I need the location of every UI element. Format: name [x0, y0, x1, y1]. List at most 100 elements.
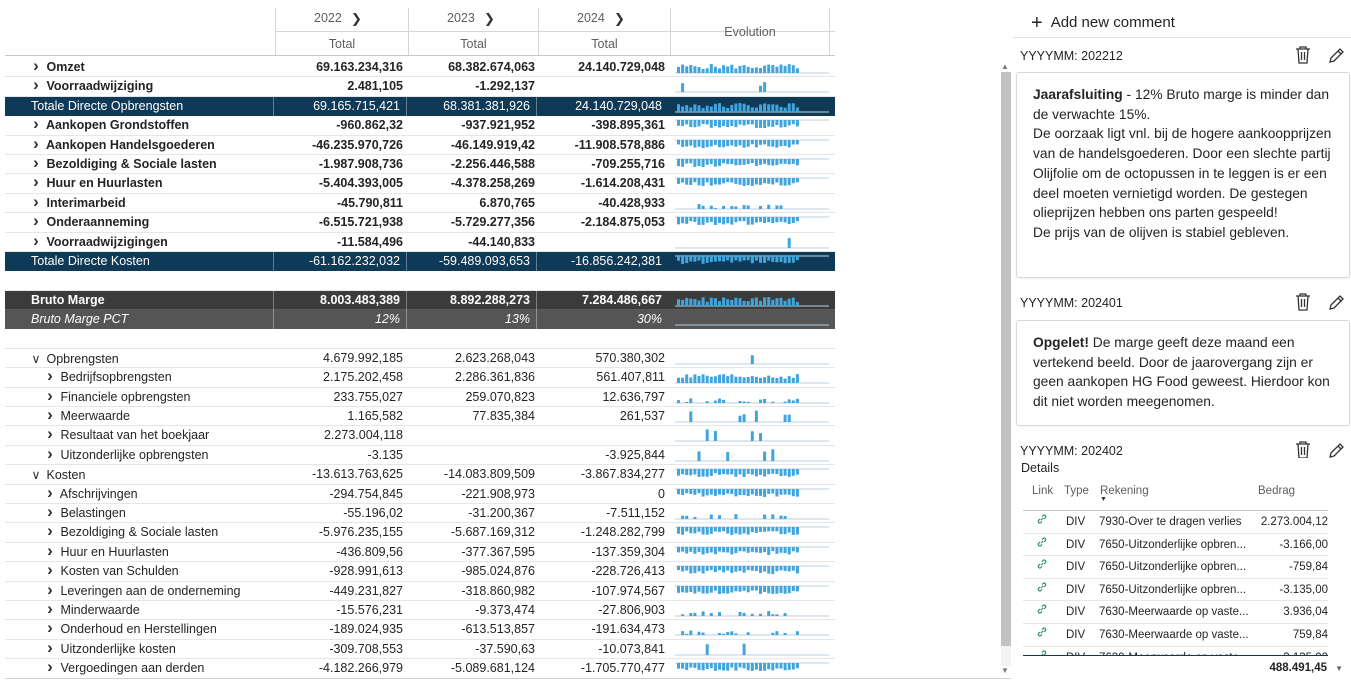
chevron-right-icon[interactable]: ❯	[351, 11, 362, 26]
chevron-right-icon[interactable]: ›	[47, 424, 53, 444]
matrix-row[interactable]: › Vergoedingen aan derden -4.182.266,979 -…	[5, 657, 835, 679]
total-row[interactable]: Totale Directe Opbrengsten 69.165.715,421…	[5, 96, 835, 117]
column-header-bedrag[interactable]: Bedrag	[1258, 485, 1296, 497]
chevron-right-icon[interactable]: ›	[47, 501, 53, 521]
matrix-row[interactable]: › Huur en Huurlasten -436.809,56 -377.367,…	[5, 540, 835, 563]
total-row[interactable]: Bruto Marge PCT 12% 13% 30%	[5, 310, 835, 330]
chevron-right-icon[interactable]: ›	[47, 443, 53, 463]
scroll-down-icon[interactable]: ▼	[1001, 666, 1009, 675]
chevron-right-icon[interactable]: ›	[47, 657, 53, 677]
matrix-row[interactable]: › Minderwaarde -15.576,231 -9.373,474 -27.8…	[5, 598, 835, 621]
matrix-vertical-scrollbar[interactable]: ▲ ▼	[999, 60, 1011, 678]
value-cell: -5.089.681,124	[450, 661, 535, 676]
matrix-row[interactable]: ∨ Kosten -13.613.763,625 -14.083.809,509 -3…	[5, 465, 835, 485]
column-header-type[interactable]: Type	[1064, 485, 1089, 497]
matrix-row[interactable]: › Onderaanneming -6.515.721,938 -5.729.277…	[5, 211, 835, 233]
matrix-row[interactable]: ∨ Opbrengsten 4.679.992,185 2.623.268,043 5…	[5, 349, 835, 369]
sort-descending-icon[interactable]: ▼	[1100, 496, 1107, 503]
details-row[interactable]: DIV 7650-Uitzonderlijke opbren... -3.166,0…	[1023, 534, 1328, 557]
row-label-text: Huur en Huurlasten	[60, 544, 169, 559]
chevron-right-icon[interactable]: ❯	[484, 11, 495, 26]
chevron-right-icon[interactable]: ›	[47, 405, 53, 425]
matrix-row[interactable]: › Belastingen -55.196,02 -31.200,367 -7.511…	[5, 501, 835, 524]
trash-icon[interactable]	[1294, 45, 1312, 65]
details-row[interactable]: DIV 7630-Meerwaarde op vaste... 759,84	[1023, 624, 1328, 647]
pencil-icon[interactable]	[1327, 45, 1345, 65]
chevron-right-icon[interactable]: ›	[33, 211, 39, 231]
chevron-right-icon[interactable]: ›	[47, 579, 53, 599]
pencil-icon[interactable]	[1327, 440, 1345, 458]
matrix-row[interactable]: › Voorraadwijziging 2.481,105 -1.292,137	[5, 75, 835, 97]
total-row[interactable]: Totale Directe Kosten -61.162.232,032 -59.…	[5, 251, 835, 272]
chevron-right-icon[interactable]: ›	[33, 230, 39, 250]
details-row[interactable]: DIV 7650-Uitzonderlijke opbren... -3.135,0…	[1023, 579, 1328, 602]
matrix-row[interactable]: › Aankopen Grondstoffen -960.862,32 -937.9…	[5, 114, 835, 136]
chevron-right-icon[interactable]: ›	[33, 191, 39, 211]
chevron-right-icon[interactable]: ›	[47, 598, 53, 618]
matrix-row[interactable]: › Uitzonderlijke kosten -309.708,553 -37.5…	[5, 637, 835, 660]
matrix-row[interactable]: › Bezoldiging & Sociale lasten -1.987.908…	[5, 152, 835, 175]
matrix-row[interactable]: › Afschrijvingen -294.754,845 -221.908,973…	[5, 482, 835, 504]
matrix-row[interactable]: › Voorraadwijzigingen -11.584,496 -44.140,…	[5, 230, 835, 252]
chevron-down-icon[interactable]: ∨	[31, 351, 41, 366]
sparkline-bar	[767, 296, 771, 306]
matrix-row[interactable]: › Resultaat van het boekjaar 2.273.004,11…	[5, 424, 835, 446]
matrix-row[interactable]: › Leveringen aan de onderneming -449.231,…	[5, 579, 835, 601]
matrix-row[interactable]: › Uitzonderlijke opbrengsten -3.135 -3.925…	[5, 443, 835, 466]
chevron-right-icon[interactable]: ›	[33, 133, 39, 153]
total-row[interactable]: Bruto Marge 8.003.483,389 8.892.288,273 7.2…	[5, 290, 835, 311]
matrix-row[interactable]: › Interimarbeid -45.790,811 6.870,765 -40.4…	[5, 191, 835, 214]
matrix-row[interactable]: › Financiele opbrengsten 233.755,027 259.0…	[5, 385, 835, 408]
chevron-right-icon[interactable]: ›	[47, 482, 53, 502]
add-comment-button[interactable]: + Add new comment	[1031, 10, 1175, 34]
chevron-right-icon[interactable]: ❯	[614, 11, 625, 26]
trash-icon[interactable]	[1294, 292, 1312, 312]
scroll-thumb[interactable]	[1001, 72, 1011, 646]
sparkline-bar	[709, 469, 713, 477]
matrix-row[interactable]: › Meerwaarde 1.165,582 77.835,384 261,537	[5, 405, 835, 427]
chevron-right-icon[interactable]: ›	[47, 521, 53, 541]
details-row[interactable]: DIV 7650-Uitzonderlijke opbren... -759,84	[1023, 556, 1328, 579]
link-icon[interactable]	[1036, 581, 1048, 596]
year-header-2022[interactable]: 2022 ❯	[275, 8, 408, 31]
scroll-up-icon[interactable]: ▲	[1001, 62, 1009, 71]
chevron-right-icon[interactable]: ›	[33, 152, 39, 172]
year-header-2023[interactable]: 2023 ❯	[408, 8, 538, 31]
column-header-rekening[interactable]: Rekening	[1100, 485, 1149, 497]
link-icon[interactable]	[1036, 649, 1048, 655]
matrix-row[interactable]: › Aankopen Handelsgoederen -46.235.970,72…	[5, 133, 835, 155]
link-icon[interactable]	[1036, 626, 1048, 641]
sparkline-bar	[709, 514, 713, 519]
matrix-row[interactable]: › Kosten van Schulden -928.991,613 -985.02…	[5, 560, 835, 582]
pencil-icon[interactable]	[1327, 292, 1345, 312]
chevron-right-icon[interactable]: ›	[47, 385, 53, 405]
link-icon[interactable]	[1036, 558, 1048, 573]
link-icon[interactable]	[1036, 513, 1048, 528]
trash-icon[interactable]	[1294, 440, 1312, 458]
chevron-right-icon[interactable]: ›	[47, 618, 53, 638]
chevron-right-icon[interactable]: ›	[47, 560, 53, 580]
column-header-link[interactable]: Link	[1032, 485, 1054, 497]
scroll-down-icon[interactable]: ▼	[1335, 664, 1343, 673]
matrix-row[interactable]: › Omzet 69.163.234,316 68.382.674,063 24.14…	[5, 56, 835, 78]
chevron-right-icon[interactable]: ›	[33, 75, 39, 95]
sparkline-bar	[701, 255, 705, 264]
chevron-right-icon[interactable]: ›	[47, 366, 53, 386]
chevron-down-icon[interactable]: ∨	[31, 468, 41, 483]
details-row[interactable]: DIV 7930-Over te dragen verlies 2.273.004,…	[1023, 511, 1328, 534]
details-row[interactable]: DIV 7630-Meerwaarde op vaste... 3.936,04	[1023, 601, 1328, 624]
sparkline-bar	[681, 488, 685, 495]
chevron-right-icon[interactable]: ›	[33, 172, 39, 192]
link-icon[interactable]	[1036, 603, 1048, 618]
matrix-row[interactable]: › Huur en Huurlasten -5.404.393,005 -4.378…	[5, 172, 835, 194]
chevron-right-icon[interactable]: ›	[47, 540, 53, 560]
matrix-row[interactable]: › Bezoldiging & Sociale lasten -5.976.235…	[5, 521, 835, 543]
chevron-right-icon[interactable]: ›	[47, 637, 53, 657]
year-header-2024[interactable]: 2024 ❯	[538, 8, 670, 31]
link-icon[interactable]	[1036, 536, 1048, 551]
chevron-right-icon[interactable]: ›	[33, 114, 39, 134]
chevron-right-icon[interactable]: ›	[33, 56, 39, 75]
matrix-row[interactable]: › Bedrijfsopbrengsten 2.175.202,458 2.286.…	[5, 366, 835, 388]
matrix-row[interactable]: › Onderhoud en Herstellingen -189.024,935…	[5, 618, 835, 640]
